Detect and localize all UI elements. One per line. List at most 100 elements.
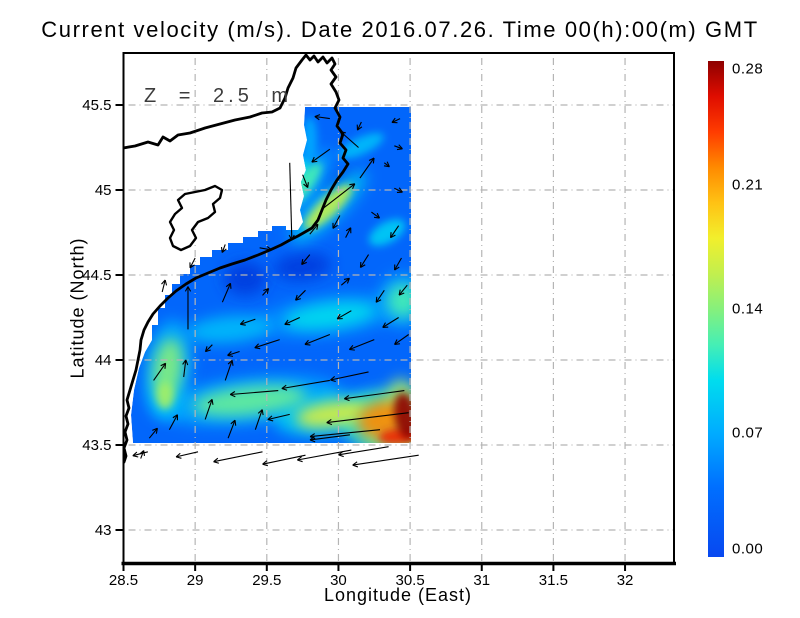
- x-tick-label: 31.5: [539, 572, 568, 589]
- vector-arrow: [359, 157, 375, 179]
- y-tick-label: 43.5: [82, 437, 111, 454]
- colorbar: [708, 61, 724, 557]
- field-blob: [393, 392, 411, 440]
- vector-arrow: [204, 398, 214, 420]
- field-blob: [156, 382, 174, 410]
- vector-arrow: [394, 144, 403, 151]
- vector-arrow: [336, 310, 352, 320]
- vector-arrow: [224, 359, 234, 381]
- vector-arrow: [267, 413, 290, 422]
- vector-arrow: [213, 451, 263, 464]
- field-blob: [295, 400, 367, 428]
- vector-arrow: [182, 359, 189, 378]
- vector-arrow: [339, 131, 359, 148]
- x-tick-label: 30: [330, 572, 347, 589]
- x-tick-label: 29.5: [252, 572, 281, 589]
- velocity-field: [131, 107, 411, 443]
- lagoon-path: [168, 184, 224, 252]
- depth-annotation: Z = 2.5 m: [144, 85, 293, 107]
- vector-arrow: [189, 257, 196, 269]
- x-tick-label: 29: [187, 572, 204, 589]
- colorbar-tick-label: 0.00: [732, 540, 764, 558]
- vector-arrow: [314, 114, 330, 121]
- x-tick-label: 28.5: [109, 572, 138, 589]
- vector-arrow: [371, 211, 381, 219]
- plot-frame: [121, 52, 676, 566]
- field-blob: [282, 301, 377, 330]
- grid-lines: [123, 53, 674, 563]
- vector-arrow: [326, 412, 409, 426]
- vector-arrow: [220, 244, 227, 253]
- current-vectors: [132, 114, 419, 468]
- vector-arrow: [382, 317, 399, 328]
- vector-arrow: [394, 334, 409, 345]
- vector-arrow: [227, 419, 237, 439]
- field-blob: [192, 385, 307, 417]
- vector-arrow: [221, 282, 232, 303]
- vector-arrow: [239, 318, 256, 326]
- vector-arrow: [227, 350, 240, 357]
- y-tick-label: 43: [95, 522, 112, 539]
- vector-arrow: [284, 317, 300, 326]
- y-tick-label: 45: [95, 182, 112, 199]
- y-tick-label: 44: [95, 352, 112, 369]
- vector-arrow: [345, 227, 352, 238]
- vector-arrow: [304, 333, 331, 346]
- vector-arrow: [394, 187, 403, 193]
- vector-arrow: [309, 223, 319, 235]
- vector-arrow: [302, 174, 309, 189]
- vector-arrow: [281, 379, 330, 391]
- colorbar-tick-label: 0.14: [732, 300, 764, 318]
- vector-arrow: [259, 246, 272, 253]
- field-blob: [186, 315, 273, 344]
- y-tick-label: 44.5: [82, 267, 111, 284]
- vector-arrow: [359, 254, 370, 268]
- field-blob: [304, 184, 353, 230]
- vector-arrow: [132, 451, 148, 458]
- x-tick-label: 30.5: [395, 572, 424, 589]
- vector-arrow: [295, 289, 306, 301]
- field-blob: [153, 338, 183, 399]
- y-tick-label: 45.5: [82, 97, 111, 114]
- field-blob: [339, 132, 384, 159]
- vector-arrow: [311, 148, 331, 163]
- vector-arrow: [184, 286, 192, 330]
- vector-arrow: [398, 284, 408, 296]
- vector-arrow: [262, 287, 270, 296]
- colorbar-tick-label: 0.07: [732, 424, 764, 442]
- vector-arrow: [389, 225, 400, 239]
- vector-arrow: [254, 409, 264, 430]
- vector-arrow: [153, 362, 167, 381]
- vector-arrow: [309, 434, 350, 443]
- vector-arrow: [348, 339, 375, 351]
- vector-arrow: [352, 454, 419, 468]
- vector-arrow: [301, 254, 311, 266]
- field-blob: [369, 219, 406, 246]
- vector-arrow: [288, 162, 295, 241]
- vector-arrow: [254, 339, 280, 350]
- axis-ticks: 28.5 29 29.5 30 30.5 31 31.5 32 43 43.5 44 44.5 45 45…: [82, 97, 633, 589]
- x-tick-label: 31: [473, 572, 490, 589]
- coastline-path: [123, 53, 350, 464]
- vector-arrow: [340, 277, 350, 286]
- x-tick-label: 32: [617, 572, 634, 589]
- field-blob: [223, 261, 267, 296]
- field-blob: [302, 116, 317, 162]
- vector-arrow: [168, 414, 179, 430]
- vector-arrow: [344, 390, 405, 402]
- vector-arrow: [338, 446, 389, 458]
- vector-arrow: [330, 371, 369, 383]
- vector-arrow: [391, 117, 401, 124]
- vector-arrow: [262, 454, 306, 467]
- vector-arrow: [148, 427, 158, 439]
- vector-arrow: [383, 161, 390, 168]
- colorbar-tick-label: 0.21: [732, 176, 764, 194]
- page-title: Current velocity (m/s). Date 2016.07.26.…: [41, 17, 759, 42]
- vector-arrow: [139, 450, 145, 459]
- vector-arrow: [175, 451, 199, 459]
- x-axis-label: Longitude (East): [323, 585, 473, 605]
- vector-arrow: [161, 279, 168, 293]
- vector-arrow: [322, 183, 356, 210]
